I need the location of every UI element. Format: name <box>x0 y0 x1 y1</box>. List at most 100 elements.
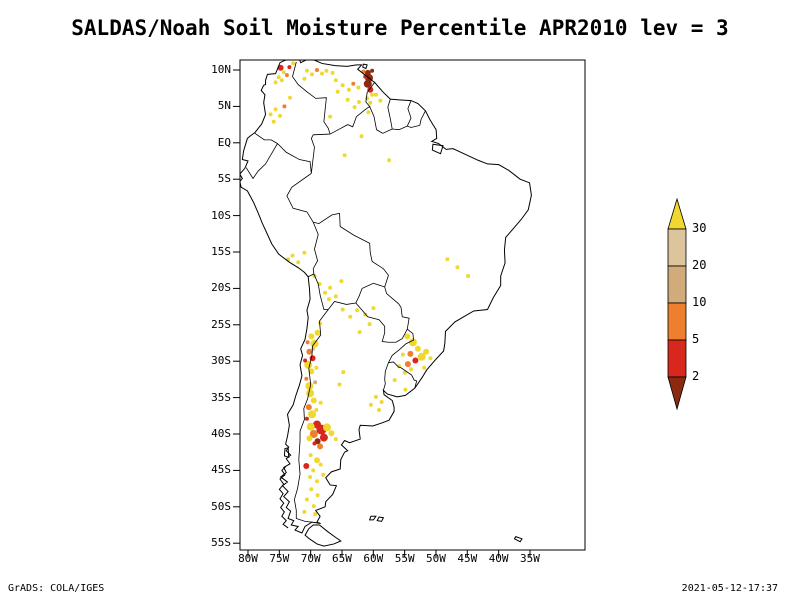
shaded-cell <box>404 333 411 340</box>
shaded-cell <box>308 333 315 340</box>
shaded-cell <box>342 153 347 158</box>
shaded-cell <box>337 382 342 387</box>
shaded-cell <box>279 78 284 83</box>
shaded-cell <box>356 85 361 90</box>
shaded-cell <box>366 110 371 115</box>
shaded-cell <box>306 422 315 431</box>
axis-tick-marks <box>233 69 531 557</box>
shaded-cell <box>367 86 374 93</box>
shaded-cell <box>365 96 370 101</box>
shaded-cell <box>303 358 308 363</box>
shaded-cell <box>423 348 430 355</box>
shaded-cell <box>308 368 315 375</box>
shaded-cell <box>357 100 361 104</box>
colorbar-segment <box>667 228 687 267</box>
country-borders <box>246 62 425 522</box>
shaded-cell <box>355 308 360 313</box>
shaded-cell <box>428 356 433 361</box>
shaded-cell <box>359 134 364 139</box>
shaded-cell <box>277 64 284 71</box>
shaded-cell <box>302 76 307 81</box>
shaded-cell <box>308 475 313 479</box>
shaded-cell <box>402 370 407 375</box>
shaded-cell <box>304 376 309 381</box>
shaded-cell <box>315 479 319 484</box>
shaded-cell <box>305 340 310 345</box>
shaded-cell <box>387 158 392 163</box>
shaded-cell <box>321 472 326 477</box>
shaded-cell <box>370 92 375 97</box>
shaded-cell <box>368 100 373 105</box>
shaded-cell <box>317 443 324 450</box>
shaded-cell <box>311 504 316 509</box>
shaded-cell <box>309 487 314 492</box>
shaded-cell <box>323 290 328 295</box>
shaded-cell <box>304 497 309 502</box>
shaded-cell <box>284 73 289 78</box>
shaded-cell <box>319 433 328 442</box>
shaded-cell <box>276 75 281 80</box>
colorbar-segment <box>667 302 687 341</box>
shaded-cell <box>310 397 317 404</box>
shaded-cell <box>445 257 450 262</box>
shaded-cell <box>323 423 331 432</box>
shaded-cell <box>333 78 338 83</box>
grads-stamp: GrADS: COLA/IGES <box>8 583 105 594</box>
shaded-cell <box>312 441 317 446</box>
shaded-cell <box>328 430 335 437</box>
colorbar <box>667 197 687 411</box>
shaded-cell <box>302 250 307 255</box>
colorbar-bottom-arrow <box>667 376 687 411</box>
shaded-cell <box>273 80 278 85</box>
shaded-cell <box>379 400 384 404</box>
shaded-cell <box>313 380 318 385</box>
shaded-cell <box>351 81 356 86</box>
plot-frame <box>239 59 586 551</box>
shaded-cell <box>335 89 340 94</box>
shaded-cell <box>303 463 310 469</box>
shaded-cell <box>281 70 286 75</box>
shaded-cell <box>326 297 331 302</box>
shaded-cell <box>305 382 314 390</box>
shaded-cell <box>414 345 421 352</box>
shaded-cell <box>311 468 316 473</box>
shaded-cell <box>333 437 338 442</box>
timestamp: 2021-05-12-17:37 <box>681 583 778 594</box>
shaded-cell <box>333 294 338 299</box>
shaded-cell <box>371 306 376 311</box>
shaded-cell <box>314 408 319 412</box>
coastline <box>240 53 532 533</box>
shaded-cell <box>377 408 381 412</box>
shaded-cell <box>271 119 276 124</box>
shaded-cell <box>324 68 329 73</box>
shaded-cell <box>310 72 314 77</box>
colorbar-top-arrow <box>667 197 687 230</box>
shaded-cell <box>318 400 323 405</box>
shaded-cell <box>373 394 378 399</box>
shaded-cell <box>308 410 316 419</box>
shaded-cell <box>304 68 309 73</box>
shaded-cell <box>314 365 319 370</box>
shaded-cell <box>339 279 344 284</box>
shaded-cell <box>403 387 408 392</box>
shaded-cell <box>290 253 295 258</box>
south-america-map <box>240 53 532 547</box>
plot-title: SALDAS/Noah Soil Moisture Percentile APR… <box>71 16 729 40</box>
shaded-cell <box>409 367 413 372</box>
shaded-cell <box>287 65 292 70</box>
shaded-cell <box>404 361 411 368</box>
colorbar-segment <box>667 265 687 304</box>
shaded-cell <box>268 112 273 117</box>
shaded-cell <box>314 329 321 336</box>
shaded-cell <box>288 95 292 100</box>
shaded-cell <box>400 352 405 357</box>
islands-coastline <box>279 64 522 546</box>
shaded-percentile-cells <box>268 61 471 517</box>
shaded-cell <box>318 321 323 326</box>
shaded-cell <box>328 285 333 290</box>
shaded-cell <box>313 512 318 517</box>
shaded-cell <box>417 352 426 361</box>
shaded-cell <box>306 348 313 355</box>
